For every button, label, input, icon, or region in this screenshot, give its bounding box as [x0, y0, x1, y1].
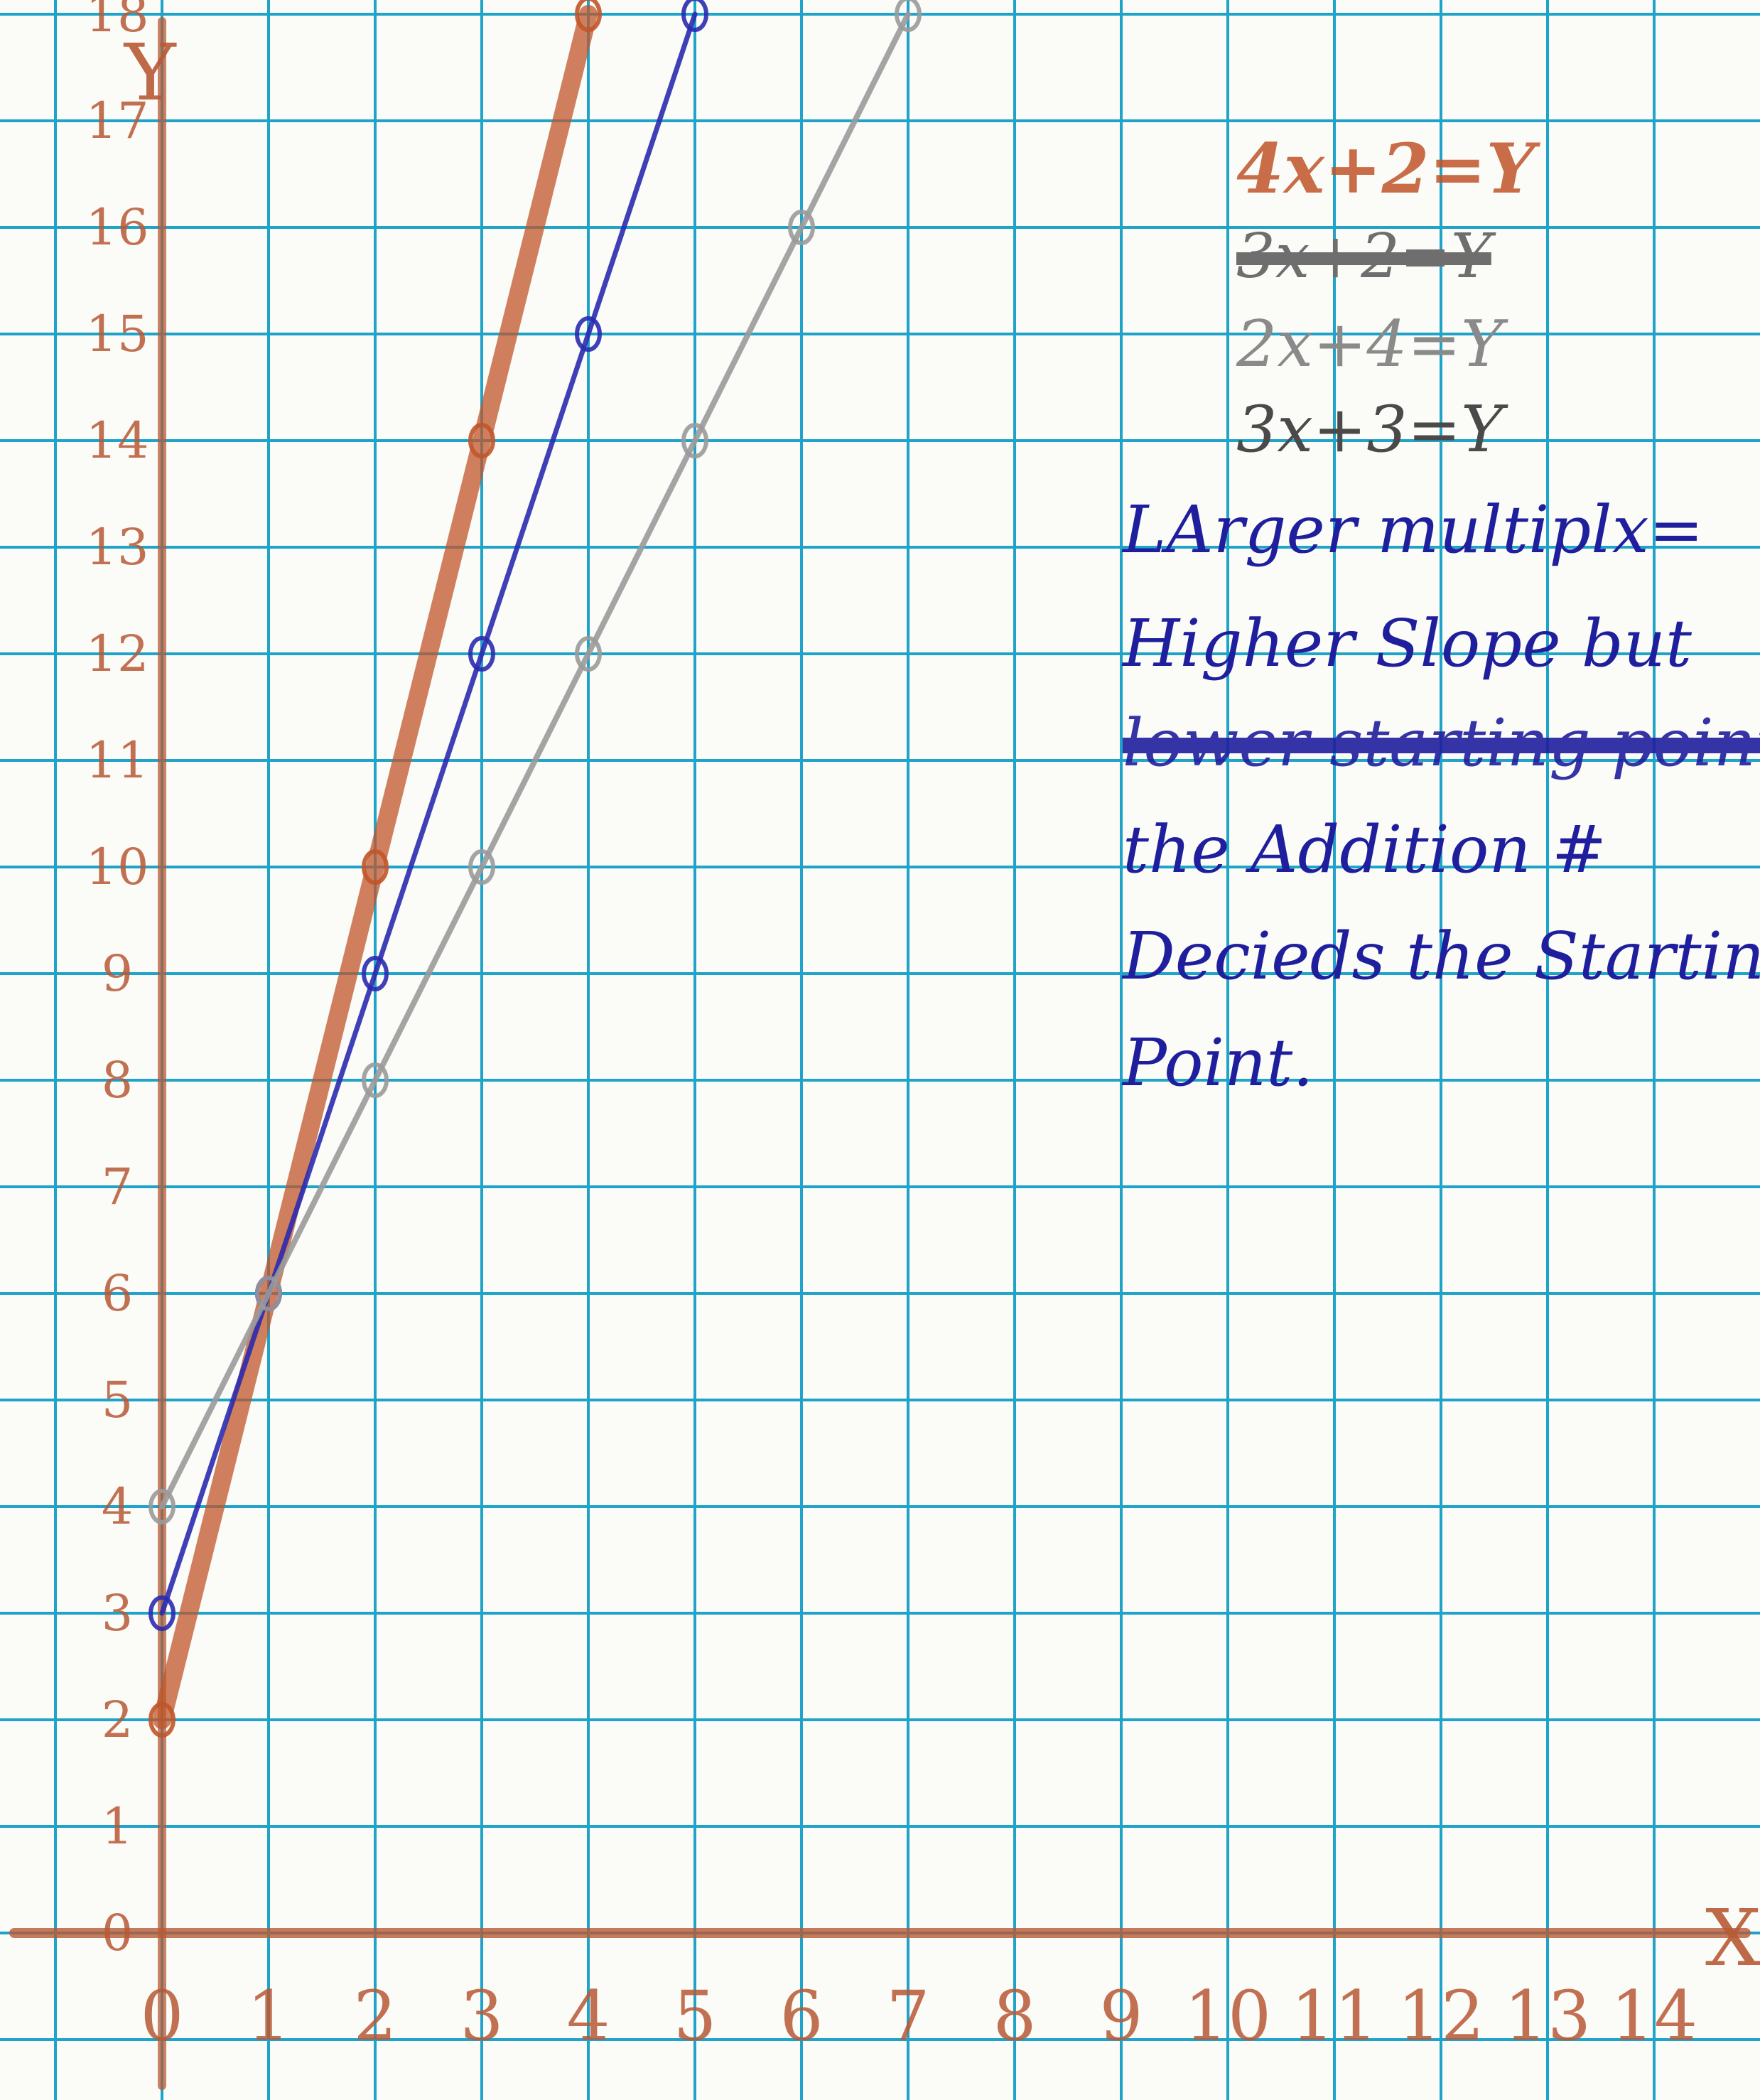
equation-gray-dark: 3x+3=Y: [1236, 392, 1503, 467]
x-tick-label: 8: [993, 1976, 1036, 2056]
x-tick-label: 4: [566, 1976, 610, 2056]
x-tick-label: 11: [1291, 1976, 1378, 2056]
y-tick-label: 17: [85, 92, 149, 150]
x-tick-label: 6: [779, 1976, 823, 2056]
y-tick-label: 11: [85, 731, 149, 790]
x-tick-label: 2: [353, 1976, 396, 2056]
data-point: [895, 0, 922, 32]
y-tick-label: 14: [85, 411, 149, 470]
data-point: [362, 1062, 389, 1098]
y-tick-label: 18: [85, 0, 149, 43]
x-tick-label: 0: [140, 1976, 183, 2056]
y-tick-label: 2: [102, 1691, 134, 1749]
x-tick-label: 9: [1099, 1976, 1143, 2056]
note-line-6: Point.: [1123, 1025, 1314, 1101]
note-line-struck: lower starting point: [1123, 705, 1760, 781]
equation-struck: 3x+2=Y: [1236, 221, 1491, 292]
data-point: [681, 0, 708, 32]
y-tick-label: 4: [102, 1477, 134, 1536]
y-tick-label: 8: [102, 1051, 134, 1109]
axes: [9, 17, 1751, 2090]
x-axis-label: X: [1705, 1892, 1760, 1983]
data-point: [681, 423, 708, 458]
data-point: [575, 636, 602, 672]
series-line: [153, 5, 598, 1729]
y-tick-label: 1: [102, 1797, 134, 1856]
note-line-5: Decieds the Starting: [1123, 918, 1760, 994]
y-tick-label: 0: [102, 1904, 134, 1962]
note-line-1: LArger multiplx=: [1123, 492, 1704, 568]
series-group: [149, 0, 922, 1524]
data-point: [362, 956, 389, 991]
x-tick-label: 7: [886, 1976, 929, 2056]
equation-brown: 4x+2=Y: [1236, 129, 1535, 209]
x-tick-label: 3: [460, 1976, 503, 2056]
x-tick-label: 5: [673, 1976, 716, 2056]
y-tick-label: 7: [102, 1158, 134, 1216]
y-tick-label: 16: [85, 198, 149, 257]
data-point: [149, 1595, 176, 1631]
data-point: [575, 0, 602, 32]
x-tick-label: 13: [1504, 1976, 1591, 2056]
y-axis-label: Y: [123, 27, 177, 118]
series-group: [149, 0, 708, 1631]
y-tick-label: 9: [102, 944, 134, 1003]
note-line-4: the Addition #: [1123, 812, 1607, 888]
y-tick-label: 3: [102, 1584, 134, 1642]
x-tick-label: 14: [1611, 1976, 1697, 2056]
x-tick-label: 12: [1398, 1976, 1484, 2056]
y-tick-label: 5: [102, 1371, 134, 1429]
data-point: [362, 849, 389, 885]
y-tick-label: 15: [85, 305, 149, 363]
note-line-2: Higher Slope but: [1123, 605, 1692, 682]
series-line: [159, 11, 911, 1509]
data-point: [468, 423, 495, 458]
data-point: [575, 316, 602, 352]
equation-gray: 2x+4=Y: [1236, 307, 1503, 382]
data-point: [149, 1489, 176, 1524]
y-tick-label: 6: [102, 1264, 134, 1323]
x-tick-label: 1: [247, 1976, 290, 2056]
data-point: [149, 1702, 176, 1738]
data-point: [468, 849, 495, 885]
y-tick-label: 12: [85, 625, 149, 683]
data-point: [468, 636, 495, 672]
y-tick-label: 13: [85, 518, 149, 576]
series-layer: [149, 0, 922, 1738]
data-point: [255, 1276, 282, 1311]
y-tick-label: 10: [85, 838, 149, 896]
series-line: [159, 11, 698, 1616]
x-tick-labels: 0 1 2 3 4 5 6 7 8 9 10 11 12 13 14: [140, 1976, 1697, 2056]
x-tick-label: 10: [1184, 1976, 1271, 2056]
data-point: [788, 210, 815, 245]
